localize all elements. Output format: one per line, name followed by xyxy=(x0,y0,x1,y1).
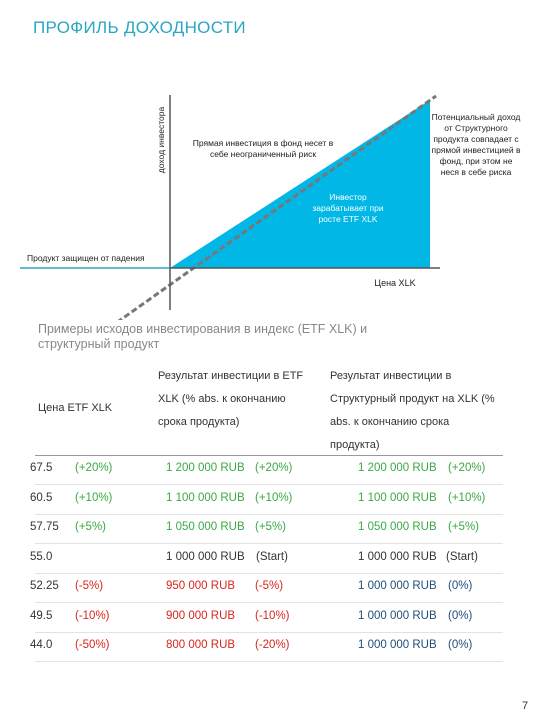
table-cell: (+20%) xyxy=(448,462,486,474)
table-cell: 60.5 xyxy=(30,491,53,504)
table-cell: 1 000 000 RUB xyxy=(358,580,437,592)
table-cell: 55.0 xyxy=(30,550,53,563)
table-cell: 1 000 000 RUB xyxy=(358,639,437,651)
table-cell: (0%) xyxy=(448,639,473,651)
table-cell: (+10%) xyxy=(255,491,293,504)
column-header: Цена ETF XLK xyxy=(38,402,113,414)
row-separator xyxy=(35,602,503,603)
page-title: ПРОФИЛЬ ДОХОДНОСТИ xyxy=(33,18,246,37)
table-cell: (+20%) xyxy=(255,462,293,474)
table-cell: 900 000 RUB xyxy=(166,609,236,622)
table-cell: 1 000 000 RUB xyxy=(166,550,245,563)
y-axis-label: доход инвестора xyxy=(156,107,166,174)
table-cell: (-10%) xyxy=(75,609,110,622)
row-separator xyxy=(35,543,503,544)
table-cell: (+10%) xyxy=(448,491,486,504)
row-separator xyxy=(35,631,503,633)
table-cell: 1 000 000 RUB xyxy=(358,550,437,563)
table-cell: (+10%) xyxy=(75,491,113,504)
table-cell: (+5%) xyxy=(448,521,479,533)
diagram-note: Прямая инвестиция в фонд несет в себе не… xyxy=(192,138,334,159)
diagram-note: Инвестор зарабатывает при росте ETF XLK xyxy=(312,192,384,224)
subtitle: Примеры исходов инвестирования в индекс … xyxy=(38,322,368,351)
header-separator xyxy=(35,455,503,456)
table-cell: (-10%) xyxy=(255,609,290,622)
table-cell: 1 200 000 RUB xyxy=(166,462,245,474)
row-separator xyxy=(35,484,503,485)
table-cell: 44.0 xyxy=(30,639,53,651)
diagram-note: Потенциальный доход от Структурного прод… xyxy=(431,112,521,177)
column-header: Результат инвестиции в Структурный проду… xyxy=(330,370,495,451)
table-cell: 950 000 RUB xyxy=(166,580,236,592)
column-header: Результат инвестиции в ETF XLK (% abs. к… xyxy=(158,370,304,428)
direct-investment-line xyxy=(117,94,437,320)
table-cell: (-5%) xyxy=(255,580,284,592)
diagram-note: Продукт защищен от падения xyxy=(27,253,145,263)
table-cell: (Start) xyxy=(446,550,478,563)
table-cell: 1 050 000 RUB xyxy=(166,521,245,533)
row-separator xyxy=(35,661,503,662)
row-separator xyxy=(35,572,503,574)
table-cell: 57.75 xyxy=(30,521,59,533)
table-cell: (+5%) xyxy=(75,521,106,533)
table-cell: (0%) xyxy=(448,580,473,592)
table-cell: 1 000 000 RUB xyxy=(358,609,437,622)
diagram: доход инвестора Цена XLK xyxy=(20,94,440,320)
table-cell: (+20%) xyxy=(75,462,113,474)
table-cell: 800 000 RUB xyxy=(166,639,236,651)
table-cell: (+5%) xyxy=(255,521,286,533)
profit-area xyxy=(170,100,430,268)
table-cell: (-50%) xyxy=(75,639,110,651)
table-cell: 67.5 xyxy=(30,462,53,474)
table-cell: 1 100 000 RUB xyxy=(358,491,437,504)
table-cell: 1 050 000 RUB xyxy=(358,521,437,533)
table-cell: (-5%) xyxy=(75,580,104,592)
row-separator xyxy=(35,513,503,515)
table-cell: 1 200 000 RUB xyxy=(358,462,437,474)
table-cell: 1 100 000 RUB xyxy=(166,491,245,504)
table-cell: (-20%) xyxy=(255,639,290,651)
table-cell: (Start) xyxy=(256,550,288,563)
table-cell: 52.25 xyxy=(30,580,59,592)
x-axis-label: Цена XLK xyxy=(374,278,415,288)
page-number: 7 xyxy=(522,700,529,712)
table-cell: (0%) xyxy=(448,609,473,622)
table-cell: 49.5 xyxy=(30,609,53,622)
